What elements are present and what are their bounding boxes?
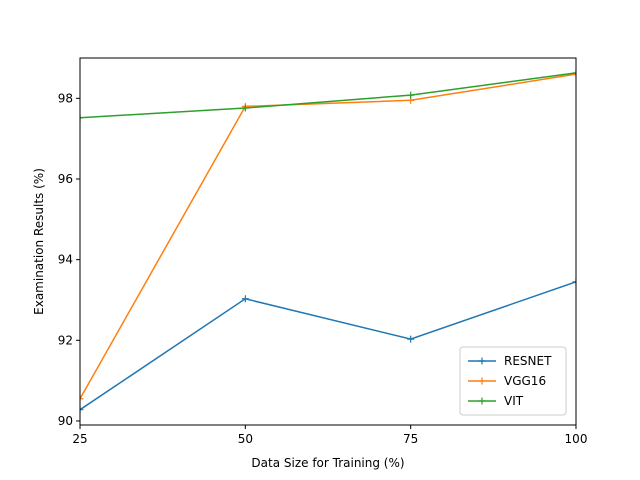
- legend-marker-vgg16: [478, 377, 486, 385]
- data-point-resnet: [572, 278, 576, 286]
- x-axis: 25 50 75 100: [72, 425, 587, 446]
- legend-label-vit: VIT: [504, 394, 524, 408]
- data-point-vit: [407, 91, 415, 99]
- data-point-vgg16: [80, 395, 84, 403]
- y-tick-label: 98: [58, 91, 73, 105]
- plot-frame: [79, 57, 577, 426]
- data-point-resnet: [80, 406, 84, 414]
- data-point-vit: [572, 69, 576, 77]
- series-line-resnet: [80, 281, 576, 411]
- legend-box: [459, 346, 567, 416]
- y-tick-label: 90: [58, 414, 73, 428]
- legend-label-vgg16: VGG16: [504, 374, 546, 388]
- x-tick-label: 100: [565, 432, 588, 446]
- y-tick-label: 96: [58, 172, 73, 186]
- data-point-vit: [241, 104, 249, 112]
- data-point-vgg16: [572, 70, 576, 78]
- legend-marker-vit: [478, 397, 486, 405]
- data-point-vit: [80, 114, 84, 122]
- y-axis-label: Examination Results (%): [32, 168, 46, 315]
- data-point-resnet: [407, 335, 415, 343]
- series-line-vit: [80, 72, 576, 119]
- legend-marker-resnet: [478, 357, 486, 365]
- x-tick-label: 75: [403, 432, 418, 446]
- series-line-vgg16: [80, 73, 576, 400]
- data-point-resnet: [241, 295, 249, 303]
- x-axis-label: Data Size for Training (%): [251, 456, 404, 470]
- y-axis: 90 92 94 96 98: [58, 91, 80, 428]
- legend: RESNET VGG16 VIT: [459, 346, 567, 416]
- plot-lines: [80, 69, 576, 414]
- x-tick-label: 25: [72, 432, 87, 446]
- legend-label-resnet: RESNET: [504, 354, 552, 368]
- x-tick-label: 50: [238, 432, 253, 446]
- y-tick-label: 94: [58, 253, 73, 267]
- y-tick-label: 92: [58, 333, 73, 347]
